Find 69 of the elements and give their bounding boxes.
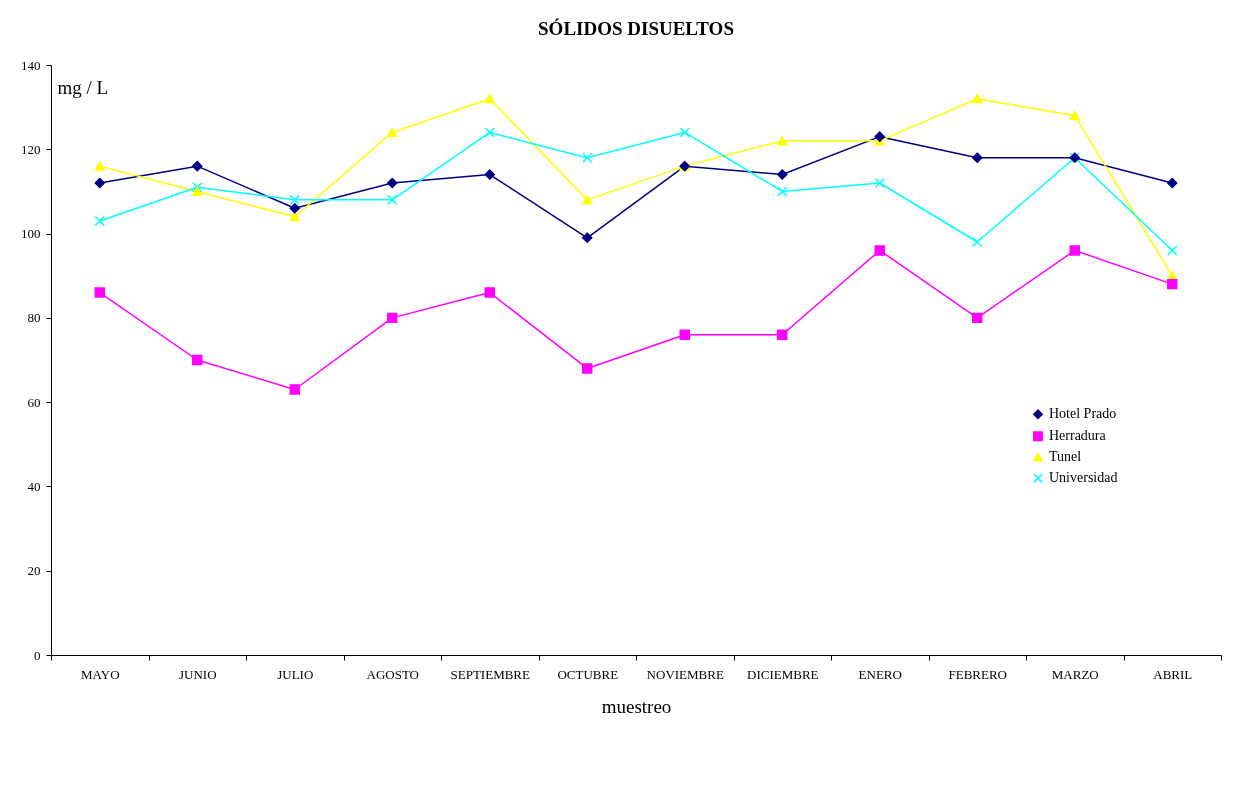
x-tick-label: OCTUBRE (557, 666, 619, 682)
legend-label: Tunel (1049, 449, 1082, 465)
point (484, 287, 495, 298)
point (289, 203, 300, 214)
point (484, 127, 495, 138)
point (484, 169, 495, 180)
x-tick-label: AGOSTO (366, 666, 419, 682)
legend-label: Hotel Prado (1049, 406, 1117, 422)
legend-label: Universidad (1049, 470, 1118, 486)
x-tick-label: MARZO (1051, 666, 1099, 682)
point (387, 312, 398, 324)
point (94, 287, 105, 298)
point (972, 94, 983, 104)
x-tick-label: FEBRERO (948, 666, 1008, 682)
point (679, 329, 690, 340)
point (874, 131, 885, 142)
point (777, 136, 788, 146)
point (1167, 177, 1178, 189)
point (582, 363, 593, 374)
point (94, 161, 105, 171)
y-tick-label: 60 (27, 394, 41, 410)
x-axis-title: muestreo (601, 695, 672, 717)
y-tick-label: 100 (21, 226, 41, 242)
point (192, 354, 203, 366)
x-tick-label: ENERO (858, 666, 902, 682)
point (484, 94, 495, 104)
point (1069, 110, 1080, 121)
point (1167, 278, 1178, 290)
point (679, 127, 690, 138)
point (192, 186, 203, 197)
point (777, 186, 788, 197)
x-tick-label: ABRIL (1153, 666, 1193, 682)
point (94, 177, 105, 189)
y-tick-label: 120 (21, 141, 41, 157)
x-tick-label: NOVIEMBRE (646, 666, 724, 682)
y-axis-title: mg / L (57, 76, 109, 98)
point (192, 181, 203, 193)
point (972, 312, 983, 324)
x-tick-label: JULIO (277, 666, 314, 682)
y-tick-label: 80 (27, 310, 41, 326)
point (582, 232, 593, 244)
point (874, 245, 885, 256)
legend-label: Herradura (1049, 428, 1107, 444)
point (874, 177, 885, 189)
point (192, 160, 203, 172)
point (387, 127, 398, 138)
point (387, 177, 398, 189)
point (582, 195, 593, 205)
x-tick-label: DICIEMBRE (747, 666, 819, 682)
point (1167, 245, 1178, 256)
point (289, 212, 300, 222)
y-tick-label: 20 (27, 563, 41, 579)
x-tick-label: SEPTIEMBRE (450, 666, 531, 682)
y-tick-label: 140 (21, 57, 41, 73)
point (777, 169, 788, 180)
point (582, 152, 593, 163)
y-tick-label: 40 (27, 478, 41, 494)
x-tick-label: JUNIO (178, 666, 217, 682)
point (1069, 245, 1080, 256)
point (972, 236, 983, 248)
point (777, 329, 788, 340)
point (289, 384, 300, 395)
point (289, 194, 300, 206)
point (94, 215, 105, 227)
point (387, 194, 398, 206)
chart-title: SÓLIDOS DISUELTOS (538, 18, 734, 39)
x-tick-label: MAYO (80, 666, 120, 682)
point (972, 152, 983, 163)
y-tick-label: 0 (34, 647, 41, 663)
